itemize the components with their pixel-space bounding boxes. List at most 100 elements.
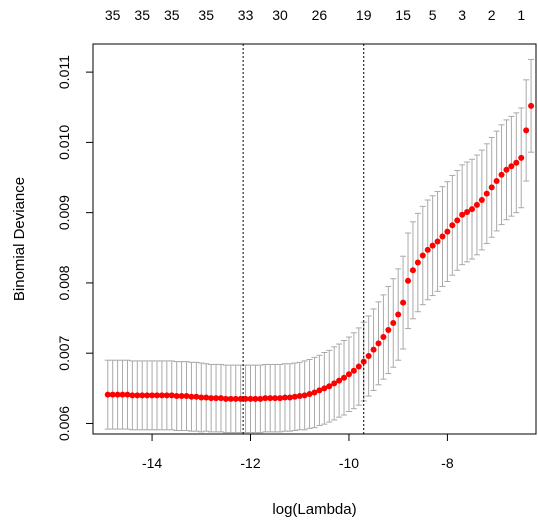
x-axis-title: log(Lambda) [272, 501, 356, 518]
data-point [375, 340, 382, 347]
y-tick-label: 0.011 [56, 55, 72, 89]
data-point [478, 197, 485, 203]
data-point [104, 391, 111, 398]
x-tick-label: -14 [142, 455, 162, 471]
y-axis: 0.006 0.007 0.008 0.009 0.010 0.011 [56, 55, 93, 441]
data-point [405, 277, 412, 284]
data-point [409, 267, 416, 274]
top-axis-label: 30 [272, 7, 288, 23]
data-point [508, 163, 515, 170]
data-point [326, 383, 333, 390]
data-point [153, 392, 160, 399]
data-point [306, 390, 313, 397]
data-point [400, 299, 407, 306]
top-axis-label: 33 [238, 7, 254, 23]
data-point [503, 166, 510, 173]
data-point [188, 393, 195, 400]
data-point [395, 311, 402, 318]
data-point [272, 395, 279, 402]
x-tick-label: -12 [240, 455, 260, 471]
data-point [350, 367, 357, 374]
data-point [434, 238, 441, 245]
data-point [168, 392, 175, 399]
x-tick-label: -8 [441, 455, 454, 471]
x-axis: -14 -12 -10 -8 [142, 434, 454, 471]
data-point [483, 190, 490, 197]
data-point [439, 233, 446, 240]
data-points [104, 102, 535, 402]
data-point [301, 392, 308, 399]
data-point [316, 387, 323, 394]
data-point [144, 392, 151, 399]
data-point [227, 395, 234, 402]
top-axis-label: 5 [429, 7, 437, 23]
data-point [449, 222, 456, 229]
data-point [331, 380, 338, 387]
error-bars [104, 58, 535, 434]
data-point [296, 393, 303, 400]
data-point [370, 346, 377, 353]
data-point [385, 327, 392, 333]
data-point [277, 395, 284, 402]
data-point [203, 394, 210, 401]
y-tick-label: 0.010 [56, 125, 72, 160]
top-axis-label: 2 [488, 7, 496, 23]
data-point [419, 252, 426, 259]
data-point [257, 395, 264, 402]
data-point [424, 246, 431, 253]
data-point [124, 391, 131, 398]
data-point [390, 319, 397, 326]
top-axis-label: 35 [198, 7, 214, 23]
data-point [267, 395, 274, 402]
data-point [173, 393, 180, 400]
top-axis-label: 3 [458, 7, 466, 23]
top-axis-label: 35 [105, 7, 121, 23]
data-point [488, 184, 495, 191]
plot-frame [92, 43, 537, 435]
data-point [232, 395, 239, 402]
y-tick-label: 0.008 [56, 265, 72, 300]
data-point [528, 102, 535, 109]
data-point [321, 385, 328, 392]
data-point [114, 391, 121, 398]
data-point [242, 395, 249, 402]
y-axis-title: Binomial Deviance [11, 177, 28, 301]
data-point [454, 217, 461, 224]
data-point [213, 395, 220, 402]
data-point [222, 395, 229, 402]
data-point [523, 127, 530, 134]
y-tick-label: 0.007 [56, 335, 72, 370]
top-axis-label: 15 [395, 7, 411, 23]
data-point [473, 201, 480, 208]
data-point [513, 159, 520, 166]
data-point [262, 395, 269, 402]
top-axis-label: 26 [312, 7, 328, 23]
data-point [139, 392, 146, 399]
data-point [129, 392, 136, 399]
top-axis-label: 1 [517, 7, 525, 23]
data-point [336, 377, 343, 384]
data-point [252, 395, 259, 402]
data-point [498, 171, 505, 178]
data-point [119, 391, 126, 398]
y-tick-label: 0.009 [56, 195, 72, 230]
y-tick-label: 0.006 [56, 406, 72, 441]
data-point [281, 394, 288, 401]
data-point [345, 371, 352, 378]
data-point [518, 154, 525, 161]
data-point [365, 353, 372, 359]
data-point [134, 392, 141, 399]
top-axis-label: 19 [356, 7, 372, 23]
reference-lines [242, 44, 365, 434]
data-point [414, 259, 421, 266]
data-point [286, 394, 293, 401]
data-point [198, 394, 205, 401]
data-point [247, 395, 254, 402]
x-tick-label: -10 [339, 455, 359, 471]
data-point [380, 334, 387, 341]
data-point [341, 374, 348, 381]
top-axis-label: 35 [164, 7, 180, 23]
data-point [178, 393, 185, 400]
data-point [311, 389, 318, 396]
